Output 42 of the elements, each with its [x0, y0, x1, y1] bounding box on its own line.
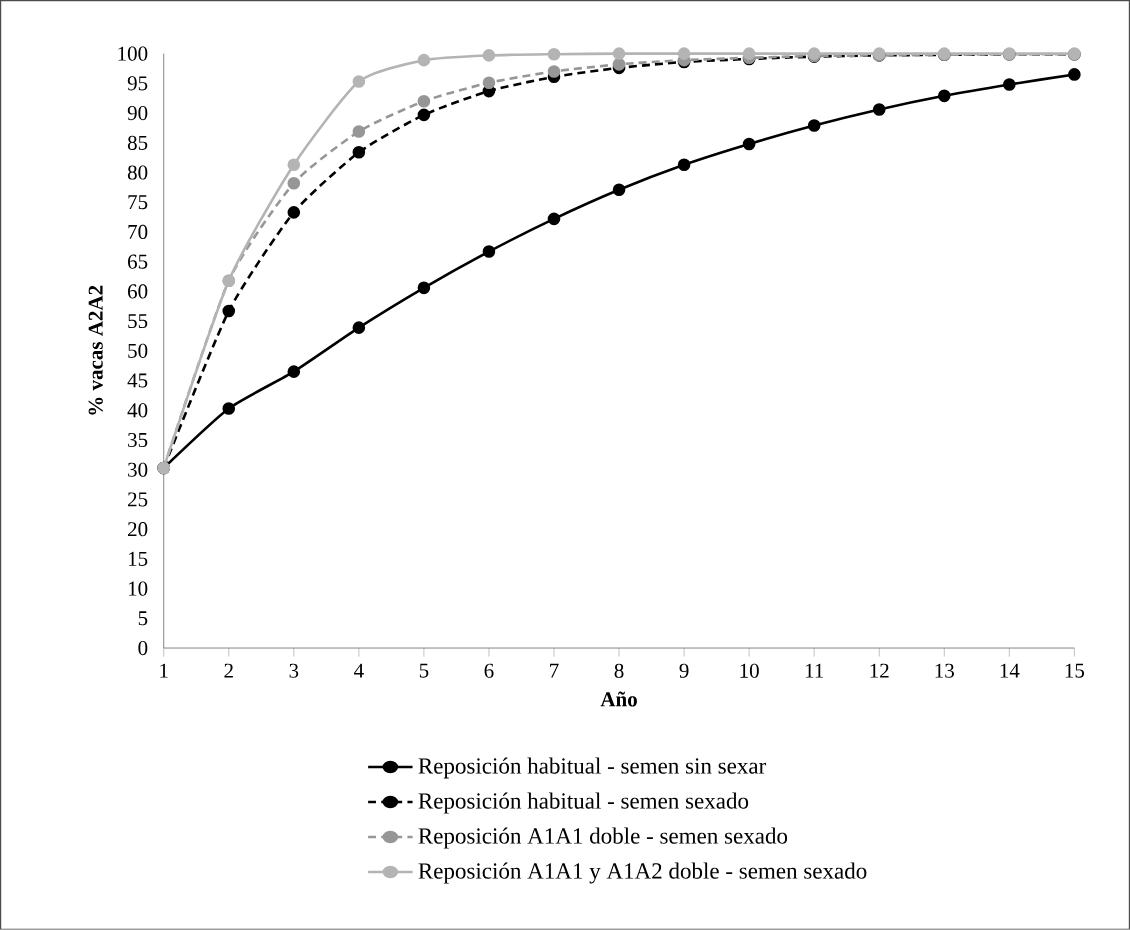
x-tick-label: 1	[160, 663, 168, 678]
x-tick-label: 3	[289, 663, 299, 678]
legend-label: Reposición A1A1 doble - semen sexado	[418, 827, 788, 849]
x-tick-label: 8	[614, 663, 624, 678]
y-tick-label: 20	[128, 522, 148, 537]
x-tick-label: 10	[740, 663, 759, 678]
x-tick-label: 6	[484, 663, 494, 678]
y-tick-label: 100	[118, 46, 148, 61]
x-tick-label: 13	[935, 663, 954, 678]
y-tick-label: 90	[127, 106, 148, 121]
y-tick-label: 5	[138, 611, 148, 626]
x-tick-label: 15	[1065, 663, 1085, 678]
x-tick-label: 5	[419, 663, 429, 678]
y-tick-label: 0	[138, 641, 148, 656]
x-tick-label: 11	[805, 663, 824, 678]
y-tick-label: 70	[128, 224, 148, 240]
y-axis-title: % vacas A2A2	[88, 285, 103, 415]
y-tick-label: 75	[128, 195, 148, 210]
x-tick-label: 12	[870, 663, 889, 678]
x-tick-label: 14	[1000, 663, 1020, 678]
y-tick-label: 85	[127, 135, 148, 150]
y-tick-label: 80	[127, 165, 148, 180]
y-tick-label: 25	[128, 492, 148, 507]
legend-label: Reposición A1A1 y A1A2 doble - semen sexado	[418, 862, 867, 884]
y-tick-label: 30	[128, 462, 148, 477]
x-tick-label: 2	[224, 663, 233, 678]
y-tick-label: 45	[127, 373, 148, 388]
legend-label: Reposición habitual - semen sin sexar	[418, 757, 767, 779]
x-tick-label: 7	[550, 663, 559, 678]
x-axis-title: Año	[600, 691, 637, 707]
x-tick-label: 4	[354, 663, 364, 678]
y-tick-label: 65	[128, 254, 148, 269]
y-tick-label: 15	[128, 551, 148, 567]
y-tick-label: 95	[127, 76, 148, 91]
y-tick-label: 35	[128, 433, 148, 448]
y-tick-label: 55	[128, 314, 148, 329]
y-tick-label: 50	[128, 343, 148, 359]
y-tick-label: 40	[127, 403, 148, 418]
x-tick-label: 9	[679, 663, 689, 678]
y-tick-label: 10	[128, 581, 148, 596]
y-tick-label: 60	[128, 284, 148, 299]
legend-label: Reposición habitual - semen sexado	[418, 792, 749, 814]
